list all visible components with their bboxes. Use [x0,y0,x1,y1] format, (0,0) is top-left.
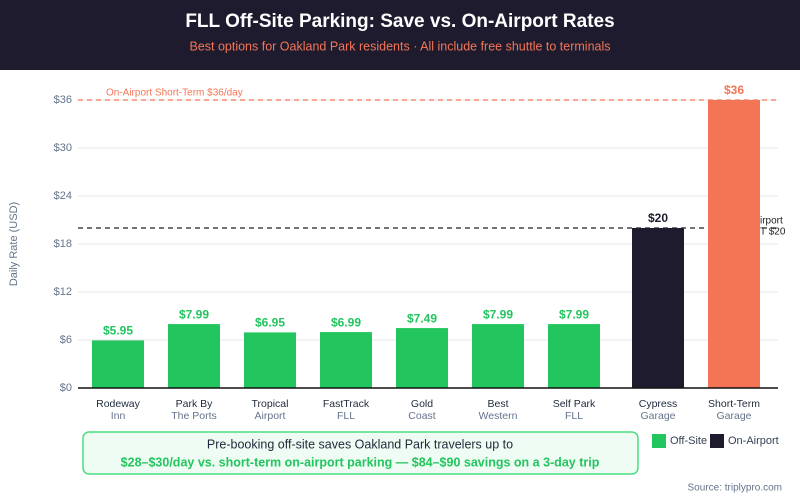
value-label: $36 [724,83,744,97]
x-tick-sublabel: Garage [640,410,675,422]
bar [548,324,600,388]
x-tick-label: Self Park [553,398,596,410]
reference-label: On-Airport Short-Term $36/day [106,88,243,99]
x-tick-sublabel: FLL [565,410,583,422]
legend-swatch [710,434,724,448]
callout-highlight: $28–$30/day vs. short-term on-airport pa… [121,455,600,469]
y-tick-label: $6 [60,334,72,346]
x-tick-label: Cypress [639,398,678,410]
source: Source: triplypro.com [688,483,782,494]
legend-label: On-Airport [728,435,779,447]
legend-swatch [652,434,666,448]
y-tick-label: $24 [54,190,72,202]
bar [472,324,524,388]
bar [244,332,296,388]
bar [92,340,144,388]
value-label: $7.49 [407,311,437,325]
x-tick-sublabel: Airport [255,410,286,422]
bar [708,100,760,388]
x-tick-sublabel: FLL [337,410,355,422]
x-tick-sublabel: Western [479,410,518,422]
x-tick-label: Tropical [252,398,289,410]
value-label: $5.95 [103,324,133,338]
value-label: $6.95 [255,316,285,330]
chart-subtitle: Best options for Oakland Park residents … [189,39,610,53]
y-tick-label: $18 [54,238,72,250]
y-axis-label: Daily Rate (USD) [8,202,20,286]
x-tick-label: Rodeway [96,398,141,410]
chart-title: FLL Off-Site Parking: Save vs. On-Airpor… [185,11,614,32]
callout-box [82,431,639,475]
y-tick-label: $12 [54,286,72,298]
reference-label: irport [760,216,783,227]
bar [396,328,448,388]
bar [320,332,372,388]
bar [632,228,684,388]
x-tick-label: Park By [176,398,214,410]
x-tick-sublabel: Garage [716,410,751,422]
value-label: $6.99 [331,315,361,329]
y-tick-label: $0 [60,382,72,394]
x-tick-sublabel: Coast [408,410,436,422]
x-tick-label: Short-Term [708,398,760,410]
x-tick-label: Best [487,398,508,410]
reference-label: T $20 [760,227,786,238]
value-label: $20 [648,211,668,225]
value-label: $7.99 [483,307,513,321]
x-tick-sublabel: The Ports [171,410,217,422]
x-tick-sublabel: Inn [111,410,126,422]
value-label: $7.99 [559,307,589,321]
header-band [0,0,800,70]
callout-text: Pre-booking off-site saves Oakland Park … [207,437,513,451]
legend-label: Off-Site [670,435,707,447]
value-label: $7.99 [179,307,209,321]
x-tick-label: FastTrack [323,398,370,410]
y-tick-label: $30 [54,142,72,154]
bar [168,324,220,388]
y-tick-label: $36 [54,94,72,106]
x-tick-label: Gold [411,398,433,410]
